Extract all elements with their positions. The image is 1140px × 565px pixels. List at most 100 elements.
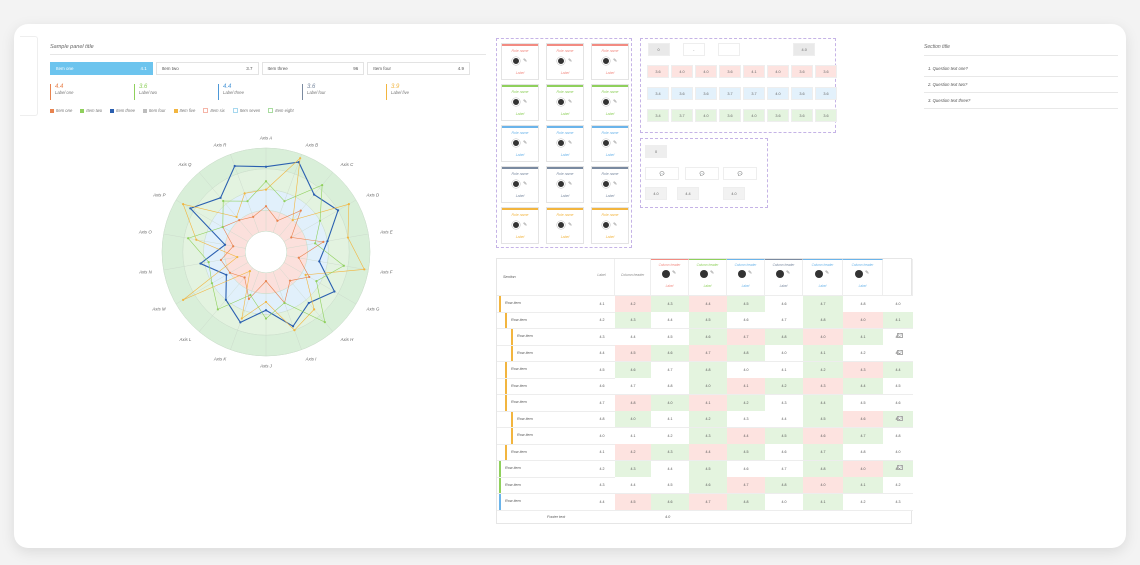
row-label[interactable]: Row item — [511, 317, 527, 322]
edit-icon[interactable]: ✎ — [613, 58, 618, 64]
person-card[interactable]: Role name ✎ Label — [501, 43, 539, 80]
question-item[interactable]: 3. Question text three? — [928, 98, 971, 103]
radar-point — [342, 264, 345, 267]
edit-icon[interactable]: ✎ — [523, 222, 528, 228]
reaction-cell[interactable]: 💬 — [645, 167, 679, 180]
matrix-cell: 4.1 — [743, 65, 765, 78]
radar-axis-label: Axis N — [138, 269, 153, 274]
radar-point — [318, 260, 321, 263]
edit-icon[interactable]: ✎ — [523, 58, 528, 64]
table-cell: 4.6 — [883, 394, 913, 411]
column-badge: Label — [858, 284, 867, 288]
reaction-cell[interactable]: 💬 — [723, 167, 757, 180]
tab-1[interactable]: Item one 4.1 — [50, 62, 153, 75]
reaction-cell[interactable]: 💬 — [685, 167, 719, 180]
edit-icon[interactable]: ✎ — [568, 99, 573, 105]
stat-1: 4.4 Label one — [50, 84, 134, 100]
edit-icon[interactable]: ✎ — [568, 181, 573, 187]
reaction-icon[interactable]: 💬 — [897, 415, 903, 421]
table-cell: 4.2 — [803, 361, 843, 378]
table-cell: 4.7 — [689, 345, 727, 361]
role-badge: Label — [605, 112, 615, 116]
legend-item[interactable]: Item six — [203, 108, 225, 113]
reaction-icon[interactable]: 💬 — [897, 465, 903, 470]
person-card[interactable]: Role name ✎ Label — [501, 166, 539, 203]
role-name: Role name — [601, 49, 619, 53]
reaction-icon[interactable]: 💬 — [897, 349, 903, 355]
edit-icon[interactable]: ✎ — [865, 270, 870, 276]
radar-axis-label: Axis D — [365, 193, 380, 198]
legend-item[interactable]: Item seven — [232, 108, 260, 113]
edit-icon[interactable]: ✎ — [568, 58, 573, 64]
person-card[interactable]: Role name ✎ Label — [591, 125, 629, 162]
table-cell: 4.0 — [883, 295, 913, 312]
stat-2: 3.6 Label two — [134, 84, 218, 100]
row-label[interactable]: Row item — [511, 400, 527, 404]
table-cell: 4.8 — [843, 444, 883, 460]
edit-icon[interactable]: ✎ — [613, 222, 618, 228]
edit-icon[interactable]: ✎ — [613, 181, 618, 187]
card-accent — [502, 85, 538, 87]
edit-icon[interactable]: ✎ — [710, 270, 715, 276]
person-card[interactable]: Role name ✎ Label — [591, 43, 629, 80]
row-label[interactable]: Row item — [505, 499, 521, 503]
card-accent — [502, 167, 538, 169]
table-cell: 4.3 — [599, 334, 605, 339]
legend-item[interactable]: Item three — [110, 108, 135, 113]
row-label[interactable]: Row item — [505, 482, 521, 487]
role-badge: Label — [515, 71, 525, 75]
side-handle[interactable] — [20, 36, 38, 116]
tab-2[interactable]: Item two 3.7 — [155, 62, 259, 75]
table-cell: 4.8 — [803, 460, 843, 477]
row-label[interactable]: Row item — [517, 433, 533, 437]
edit-icon[interactable]: ✎ — [748, 270, 753, 276]
edit-icon[interactable]: ✎ — [568, 222, 573, 228]
row-label[interactable]: Row item — [517, 334, 533, 338]
legend-item[interactable]: Item one — [50, 108, 72, 113]
legend-item[interactable]: Item two — [80, 108, 102, 113]
tab-value: 96 — [353, 66, 359, 71]
edit-icon[interactable]: ✎ — [523, 181, 528, 187]
edit-icon[interactable]: ✎ — [523, 99, 528, 105]
legend-item[interactable]: Item eight — [268, 108, 294, 113]
edit-icon[interactable]: ✎ — [672, 270, 677, 276]
legend-swatch — [50, 108, 54, 113]
person-card[interactable]: Role name ✎ Label — [546, 43, 584, 80]
row-label[interactable]: Row item — [505, 301, 521, 305]
legend-item[interactable]: Item four — [142, 108, 166, 113]
edit-icon[interactable]: ✎ — [613, 99, 618, 105]
person-card[interactable]: Role name ✎ Label — [546, 125, 584, 162]
edit-icon[interactable]: ✎ — [786, 270, 791, 276]
radar-axis — [163, 255, 246, 271]
row-label[interactable]: Row item — [517, 350, 533, 355]
matrix-header-cell: 4.0 — [793, 43, 816, 56]
person-card[interactable]: Role name ✎ Label — [546, 166, 584, 203]
row-label[interactable]: Row item — [511, 383, 527, 388]
person-card[interactable]: Role name ✎ Label — [501, 207, 539, 244]
row-label[interactable]: Row item — [511, 367, 527, 371]
stat-value: 3.9 — [391, 84, 400, 90]
person-card[interactable]: Role name ✎ Label — [546, 84, 584, 121]
tab-3[interactable]: Item three 96 — [261, 62, 365, 75]
legend-item[interactable]: Item five — [173, 108, 195, 113]
tab-4[interactable]: Item four 4.9 — [367, 62, 470, 75]
row-label[interactable]: Row item — [511, 449, 527, 454]
person-card[interactable]: Role name ✎ Label — [591, 166, 629, 203]
table-cell: 4.5 — [883, 378, 913, 394]
row-label[interactable]: Row item — [517, 416, 533, 421]
person-card[interactable]: Role name ✎ Label — [546, 207, 584, 244]
question-item[interactable]: 2. Question text two? — [928, 82, 968, 87]
edit-icon[interactable]: ✎ — [568, 140, 573, 146]
edit-icon[interactable]: ✎ — [825, 270, 830, 276]
question-item[interactable]: 1. Question text one? — [928, 66, 968, 71]
table-cell: 4.2 — [883, 328, 913, 345]
edit-icon[interactable]: ✎ — [613, 140, 618, 146]
radar-point — [264, 280, 268, 283]
edit-icon[interactable]: ✎ — [523, 140, 528, 146]
person-card[interactable]: Role name ✎ Label — [501, 84, 539, 121]
person-card[interactable]: Role name ✎ Label — [591, 84, 629, 121]
person-card[interactable]: Role name ✎ Label — [501, 125, 539, 162]
row-label[interactable]: Row item — [505, 466, 521, 470]
person-card[interactable]: Role name ✎ Label — [591, 207, 629, 244]
reaction-icon[interactable]: 💬 — [897, 333, 903, 338]
